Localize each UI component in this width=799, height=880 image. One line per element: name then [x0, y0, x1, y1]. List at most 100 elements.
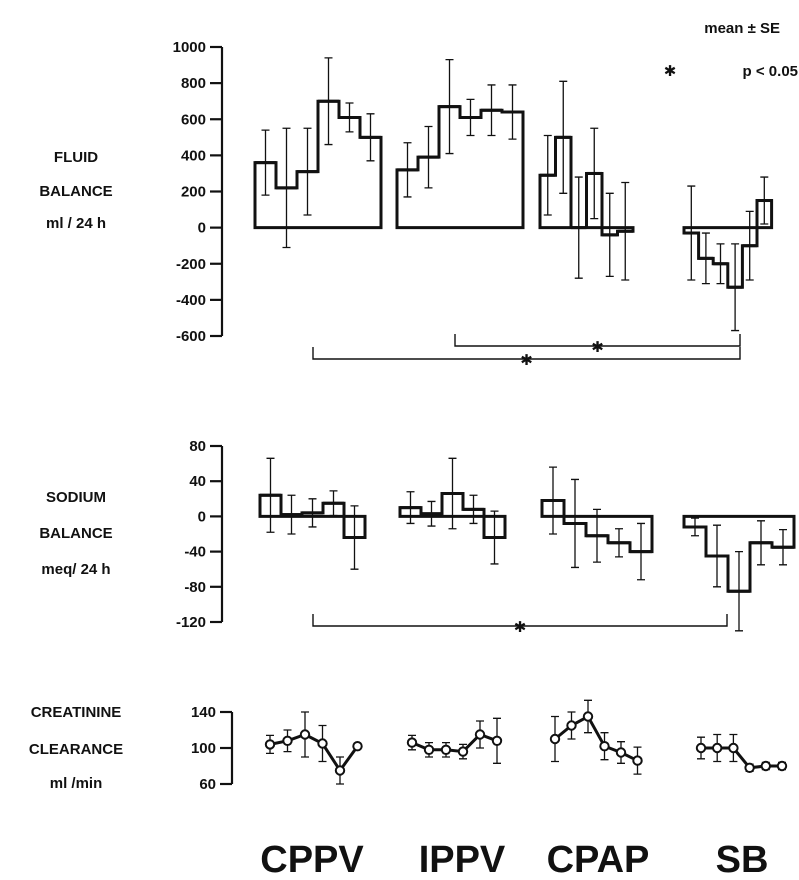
sodium-tick-label-40: 40 [189, 473, 206, 490]
creatinine-ylabel: CREATININE CLEARANCE ml /min [29, 704, 123, 792]
fluid-ippv-error-bar-1 [403, 142, 412, 198]
sodium-sb-error-bar-1 [691, 517, 699, 537]
panel-fluid: 1000 800 600 400 200 0 -200 -400 -600 ✱ ✱ [173, 39, 774, 369]
fluid-cppv-step-outline [253, 99, 383, 230]
fluid-ippv-error-bar-5 [487, 84, 496, 137]
fluid-ylabel-line-3: ml / 24 h [46, 215, 106, 232]
fluid-tick-label--600: -600 [176, 328, 206, 345]
group-label-cpap: CPAP [547, 839, 650, 880]
creatinine-tick-label-100: 100 [191, 740, 216, 757]
fluid-series-sb [682, 176, 774, 332]
creatinine-ippv-point-6 [491, 735, 503, 746]
fluid-bracket-cppv-sb [312, 347, 741, 360]
creatinine-cpap-point-6 [632, 755, 643, 766]
fluid-cpap-error-bar-2 [559, 80, 568, 194]
fluid-tick-label-400: 400 [181, 147, 206, 164]
creatinine-sb-point-3 [728, 742, 739, 754]
fluid-sb-step-outline [682, 199, 774, 289]
creatinine-cpap-point-5 [615, 747, 627, 758]
creatinine-series-sb [695, 733, 788, 773]
sodium-cpap-error-bar-5 [637, 522, 645, 581]
group-label-cppv: CPPV [260, 839, 364, 880]
creatinine-cppv-point-6 [352, 741, 363, 752]
sodium-ylabel-line-3: meq/ 24 h [41, 561, 110, 578]
sodium-series-cpap [540, 466, 654, 581]
sodium-series-sb [682, 514, 796, 632]
fluid-cppv-error-bar-1 [261, 129, 270, 196]
sodium-ylabel-line-1: SODIUM [46, 489, 106, 506]
creatinine-ylabel-line-1: CREATININE [31, 704, 122, 721]
creatinine-sb-point-5 [760, 760, 771, 772]
creatinine-sb-point-6 [776, 760, 788, 772]
fluid-ylabel-line-1: FLUID [54, 149, 98, 166]
panel-sodium: 80 40 0 -40 -80 -120 ✱ [176, 438, 796, 636]
group-label-ippv: IPPV [419, 839, 506, 880]
creatinine-series-cppv [264, 711, 363, 785]
creatinine-ylabel-line-2: CLEARANCE [29, 741, 123, 758]
fluid-cpap-error-bar-5 [605, 192, 614, 278]
group-label-sb: SB [716, 839, 769, 880]
fluid-series-cppv [253, 57, 383, 249]
fluid-cpap-error-bar-3 [574, 176, 583, 279]
fluid-ylabel: FLUID BALANCE ml / 24 h [39, 149, 112, 232]
creatinine-sb-point-1 [695, 742, 707, 754]
fluid-bracket-cpap-sb [454, 334, 741, 347]
fluid-sb-error-bar-5 [745, 210, 754, 281]
sodium-tick-label-80: 80 [189, 438, 206, 455]
sodium-cppv-error-bar-2 [287, 494, 296, 535]
fluid-sb-error-bar-2 [701, 232, 710, 285]
legend-star: ✱ [664, 63, 677, 80]
sodium-ippv-error-bar-3 [448, 457, 457, 530]
fluid-tick-label--400: -400 [176, 292, 206, 309]
fluid-ippv-error-bar-3 [445, 58, 454, 155]
creatinine-ippv-point-4 [457, 746, 469, 757]
fluid-tick-label--200: -200 [176, 256, 206, 273]
sodium-cppv-error-bar-3 [308, 498, 317, 528]
fluid-tick-label-200: 200 [181, 184, 206, 201]
creatinine-series-cpap [549, 699, 643, 775]
sodium-tick-label--120: -120 [176, 614, 206, 631]
creatinine-cppv-point-1 [264, 739, 276, 750]
creatinine-ippv-point-1 [406, 737, 418, 748]
legend-mean-se: mean ± SE [704, 20, 780, 37]
creatinine-sb-point-2 [712, 742, 723, 754]
fluid-cpap-error-bar-6 [621, 181, 630, 281]
fluid-cpap-error-bar-4 [590, 127, 599, 220]
fluid-sb-error-bar-3 [716, 243, 725, 285]
panel-creatinine: 140 100 60 [191, 699, 788, 793]
sodium-cppv-error-bar-1 [266, 457, 275, 533]
sodium-cppv-error-bar-4 [329, 490, 338, 517]
fluid-ippv-error-bar-6 [508, 84, 517, 140]
creatinine-series-ippv [406, 717, 503, 764]
fluid-cppv-error-bar-4 [324, 57, 333, 146]
creatinine-cppv-point-3 [299, 729, 311, 740]
fluid-cpap-step-outline [538, 135, 635, 237]
sodium-sb-error-bar-4 [757, 520, 765, 566]
sodium-cpap-error-bar-4 [615, 528, 623, 558]
fluid-tick-label-800: 800 [181, 75, 206, 92]
sodium-bracket-cppv-sb [312, 614, 728, 627]
fluid-cppv-error-bar-6 [366, 113, 375, 162]
sodium-series-cppv [258, 457, 367, 570]
fluid-ylabel-line-2: BALANCE [39, 183, 112, 200]
fluid-series-ippv [395, 58, 525, 230]
creatinine-cpap-point-3 [582, 711, 594, 722]
fluid-ippv-error-bar-4 [466, 98, 475, 137]
creatinine-cppv-point-2 [282, 735, 293, 746]
fluid-cppv-error-bar-5 [345, 102, 354, 133]
sodium-cpap-error-bar-1 [549, 466, 557, 535]
sodium-ippv-error-bar-2 [427, 500, 436, 527]
creatinine-sb-point-4 [744, 762, 755, 773]
chart-marks: 10008006004002000-200-400-600✱✱80400-40-… [173, 39, 796, 793]
fluid-bracket-star-cpap-sb: ✱ [591, 339, 604, 356]
fluid-bracket-star-cppv-sb: ✱ [520, 352, 533, 369]
creatinine-cppv-point-4 [317, 738, 328, 749]
fluid-tick-label-0: 0 [198, 220, 206, 237]
sodium-sb-error-bar-2 [713, 524, 721, 588]
creatinine-tick-label-60: 60 [199, 776, 216, 793]
sodium-series-ippv [398, 457, 507, 565]
sodium-ylabel-line-2: BALANCE [39, 525, 112, 542]
sodium-sb-error-bar-3 [735, 550, 743, 632]
fluid-cppv-error-bar-3 [303, 127, 312, 216]
sodium-ippv-error-bar-4 [469, 494, 478, 525]
